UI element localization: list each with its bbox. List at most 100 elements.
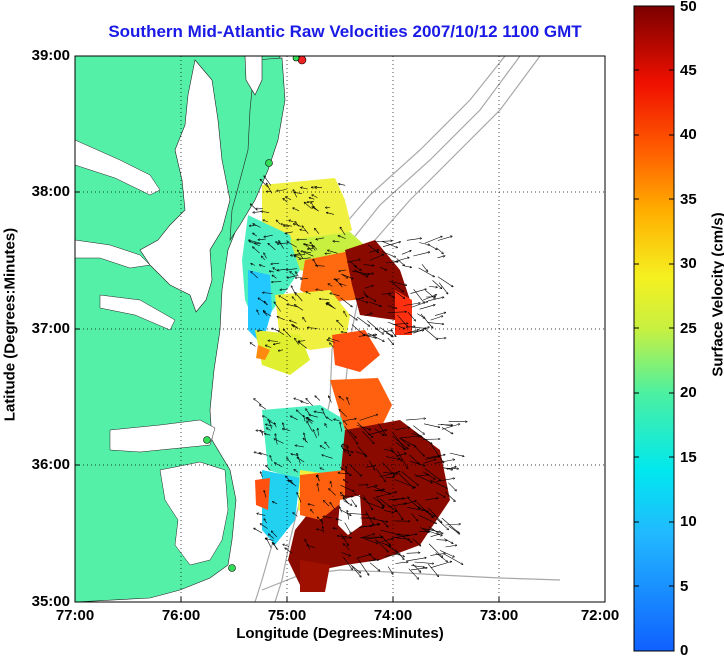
velocity-arrow — [404, 330, 418, 335]
velocity-arrow — [437, 425, 453, 426]
velocity-arrow — [392, 536, 410, 539]
velocity-arrow — [343, 556, 352, 570]
velocity-arrow — [388, 498, 404, 501]
grid-lines — [75, 56, 605, 602]
velocity-arrow — [419, 242, 429, 246]
velocity-arrow — [294, 470, 298, 473]
velocity-arrow — [339, 396, 345, 401]
velocity-arrow — [427, 322, 443, 324]
velocity-arrow — [354, 297, 368, 303]
velocity-arrow — [338, 473, 349, 475]
velocity-arrow — [411, 565, 424, 567]
velocity-arrow — [369, 562, 380, 571]
x-axis-label: Longitude (Degrees:Minutes) — [236, 625, 444, 642]
velocity-arrow — [293, 326, 298, 328]
velocity-arrow — [331, 482, 333, 488]
velocity-arrow — [353, 265, 361, 271]
velocity-arrow — [381, 519, 388, 527]
velocity-arrow — [340, 509, 351, 516]
colorbar-tick-label: 20 — [680, 384, 697, 401]
velocity-arrow — [381, 539, 393, 542]
velocity-arrow — [382, 330, 392, 333]
velocity-arrow — [253, 212, 262, 213]
velocity-arrow — [418, 267, 435, 277]
velocity-arrow — [268, 341, 278, 342]
velocity-arrow — [395, 562, 408, 564]
velocity-arrow — [285, 231, 293, 234]
velocity-arrow — [367, 430, 387, 436]
velocity-arrow — [261, 256, 266, 261]
velocity-arrow — [312, 195, 318, 198]
velocity-arrow — [329, 489, 336, 496]
velocity-arrow — [392, 432, 406, 449]
velocity-arrow — [387, 321, 405, 329]
velocity-arrow — [428, 287, 437, 288]
velocity-arrow — [295, 445, 305, 448]
colorbar-tick-label: 50 — [680, 0, 697, 15]
velocity-arrow — [259, 453, 268, 456]
velocity-arrow — [306, 409, 310, 415]
velocity-arrow — [396, 258, 405, 265]
velocity-arrow — [293, 224, 302, 227]
colorbar-tick-label: 45 — [680, 62, 697, 79]
velocity-arrow — [395, 534, 417, 538]
velocity-arrow — [444, 538, 453, 544]
velocity-arrow — [385, 543, 398, 553]
velocity-arrow — [387, 312, 407, 313]
velocity-arrow — [286, 268, 298, 270]
velocity-arrow — [329, 396, 332, 403]
velocity-arrow — [390, 281, 403, 291]
velocity-arrow — [344, 426, 358, 444]
velocity-arrow — [374, 428, 384, 436]
velocity-arrow — [368, 552, 376, 560]
velocity-arrow — [379, 472, 400, 478]
x-tick-label: 77:00 — [55, 607, 95, 624]
velocity-arrow — [334, 419, 340, 421]
velocity-arrow — [387, 566, 393, 575]
velocity-arrow — [255, 243, 262, 244]
velocity-arrow — [445, 491, 455, 501]
velocity-arrow — [448, 482, 456, 491]
velocity-arrow — [277, 269, 287, 270]
velocity-arrow — [343, 500, 352, 506]
velocity-arrow — [265, 434, 271, 436]
velocity-arrow — [372, 497, 384, 506]
velocity-arrow — [291, 416, 298, 421]
velocity-arrow — [397, 450, 407, 469]
velocity-arrow — [379, 498, 396, 512]
velocity-arrow — [294, 256, 300, 258]
velocity-arrow — [385, 332, 393, 337]
velocity-arrow — [364, 286, 373, 289]
velocity-arrow — [283, 329, 292, 338]
velocity-arrow — [364, 313, 372, 316]
velocity-arrow — [356, 554, 371, 559]
velocity-arrow — [385, 554, 400, 557]
velocity-arrow — [381, 294, 391, 295]
velocity-arrow — [356, 424, 371, 430]
velocity-arrow — [376, 497, 384, 508]
velocity-arrow — [330, 343, 334, 348]
velocity-arrow — [344, 544, 350, 550]
velocity-arrow — [306, 292, 311, 295]
velocity-arrow — [357, 422, 373, 437]
velocity-arrow — [263, 220, 269, 223]
velocity-arrow — [296, 272, 299, 277]
velocity-arrow — [369, 250, 378, 253]
velocity-arrow — [427, 507, 442, 523]
velocity-arrow — [266, 183, 272, 194]
velocity-arrow — [293, 513, 298, 517]
velocity-arrow — [249, 240, 260, 244]
velocity-arrow — [274, 439, 284, 444]
velocity-arrow — [365, 537, 383, 540]
velocity-arrow — [266, 538, 272, 548]
velocity-arrow — [386, 293, 394, 298]
velocity-arrow — [257, 310, 260, 316]
pamlico-sound — [159, 461, 229, 566]
velocity-arrow — [444, 553, 462, 564]
velocity-arrow — [312, 246, 316, 251]
velocity-arrow — [291, 480, 295, 485]
velocity-arrow — [303, 318, 307, 323]
velocity-arrow — [308, 419, 313, 424]
velocity-arrow — [315, 396, 321, 401]
